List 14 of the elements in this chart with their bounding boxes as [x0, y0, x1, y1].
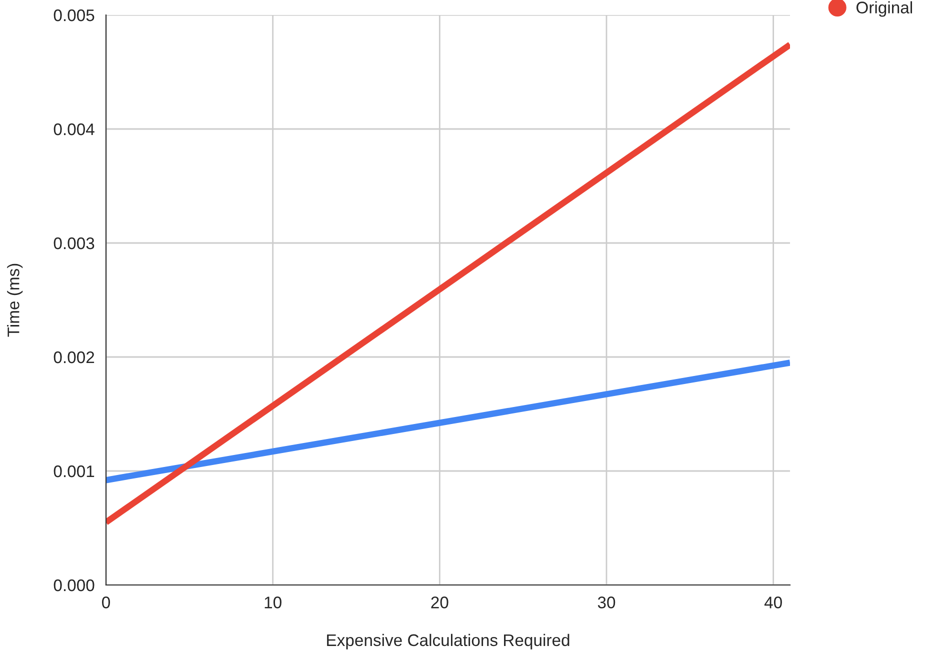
x-tick-label: 40 [764, 596, 782, 608]
x-tick-label: 20 [431, 596, 448, 608]
y-tick-label: 0.002 [54, 351, 94, 364]
y-tick-label: 0.005 [54, 9, 94, 22]
y-tick-label: 0.004 [54, 123, 94, 136]
y-tick-label: 0.000 [54, 579, 94, 592]
x-tick-label: 0 [102, 596, 110, 608]
y-axis-title: Time (ms) [7, 264, 23, 337]
x-tick-label: 30 [598, 596, 616, 608]
x-axis-title: Expensive Calculations Required [327, 634, 570, 650]
y-tick-label: 0.001 [54, 465, 94, 478]
y-tick-label: 0.003 [54, 237, 94, 250]
legend-label: Original [856, 1, 912, 17]
x-tick-label: 10 [264, 596, 282, 608]
